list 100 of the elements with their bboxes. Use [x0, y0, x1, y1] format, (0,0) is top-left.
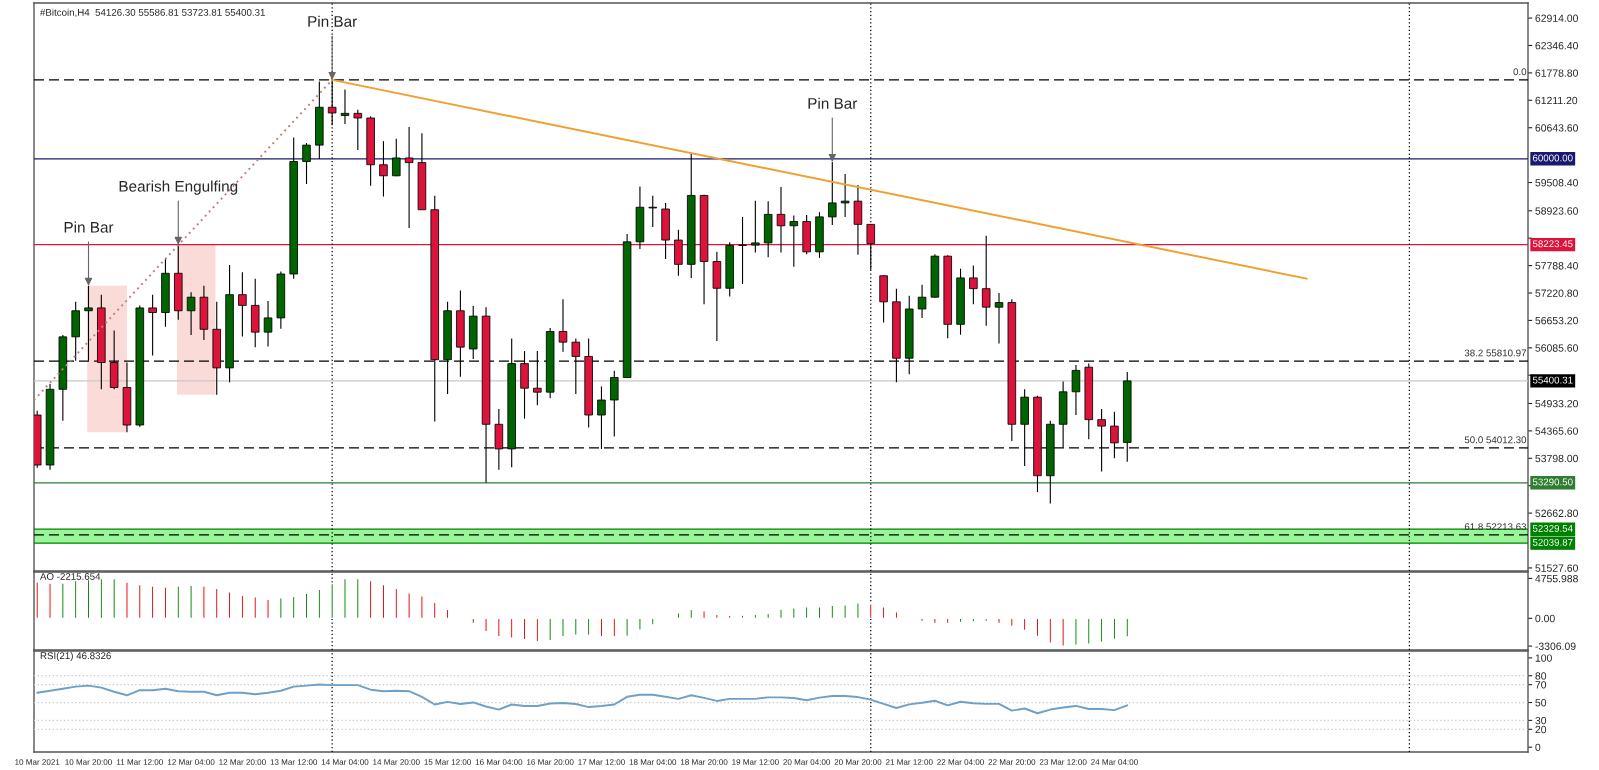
- ref-line-label: 55400.31: [1532, 376, 1573, 384]
- bar: [266, 598, 270, 620]
- bar: [355, 577, 360, 620]
- bar: [548, 617, 553, 642]
- x-tick-label: 22 Mar 04:00: [937, 759, 984, 765]
- bar: [35, 581, 40, 620]
- bar: [868, 603, 873, 620]
- x-tick-label: 12 Mar 04:00: [167, 759, 215, 765]
- bar: [343, 577, 347, 620]
- bar: [407, 592, 411, 620]
- x-tick-label: 18 Mar 04:00: [629, 759, 677, 765]
- y-tick-label: 61211.20: [1535, 96, 1578, 105]
- y-tick-label: 80: [1535, 672, 1547, 680]
- y-tick-label: 56085.60: [1535, 344, 1578, 352]
- y-tick-label: 56653.20: [1535, 316, 1578, 325]
- bar: [497, 617, 501, 638]
- y-tick-label: 60643.60: [1535, 124, 1578, 132]
- bar: [112, 577, 116, 620]
- x-tick-label: 15 Mar 12:00: [424, 759, 471, 765]
- bar: [99, 577, 104, 620]
- bar: [73, 579, 78, 620]
- candlestick: [828, 161, 837, 226]
- x-tick-label: 22 Mar 20:00: [988, 759, 1036, 765]
- bar: [625, 617, 629, 638]
- annotation: Pin Bar: [808, 97, 858, 109]
- y-tick-label: 62346.40: [1535, 41, 1578, 50]
- ref-line-label: 38.2 55810.97: [1464, 349, 1527, 357]
- candlestick: [751, 200, 760, 254]
- bar: [125, 581, 129, 620]
- y-tick-label: 53798.00: [1535, 454, 1578, 463]
- bar: [650, 617, 655, 626]
- candlestick: [558, 298, 568, 353]
- candlestick: [263, 300, 273, 348]
- x-tick-label: 19 Mar 12:00: [732, 759, 779, 765]
- bar: [394, 587, 399, 620]
- bar: [971, 617, 976, 623]
- bar: [1009, 617, 1014, 628]
- bar: [61, 582, 65, 620]
- bar: [535, 617, 540, 643]
- bar: [1125, 617, 1130, 638]
- bar: [612, 617, 617, 638]
- bar: [1061, 617, 1065, 647]
- y-tick-label: 57788.40: [1535, 262, 1578, 270]
- x-tick-label: 10 Mar 2021: [15, 759, 60, 765]
- y-tick-label: 62914.00: [1535, 14, 1578, 22]
- bar: [189, 584, 193, 620]
- x-tick-label: 24 Mar 04:00: [1091, 759, 1138, 765]
- ref-line-label: 50.0 54012.30: [1464, 436, 1527, 444]
- candlestick: [302, 142, 311, 185]
- candlestick: [148, 294, 157, 356]
- ref-line-label: 52329.54: [1532, 524, 1573, 532]
- x-tick-label: 12 Mar 20:00: [219, 759, 266, 765]
- x-tick-label: 16 Mar 20:00: [527, 759, 574, 765]
- bar: [214, 587, 219, 620]
- x-tick-label: 13 Mar 12:00: [270, 759, 318, 765]
- y-tick-label: 20: [1535, 725, 1547, 734]
- bar: [330, 582, 335, 620]
- ref-line-label: 52039.87: [1532, 538, 1573, 546]
- line-series: [36, 683, 1129, 715]
- bar: [779, 608, 783, 620]
- bar: [202, 585, 206, 620]
- bar: [856, 601, 860, 620]
- bar: [1048, 617, 1053, 644]
- bar: [997, 617, 1001, 625]
- candlestick: [392, 138, 401, 177]
- bar: [984, 617, 989, 623]
- y-tick-label: 54933.20: [1535, 399, 1578, 408]
- bar: [573, 617, 578, 636]
- candlestick: [994, 292, 1004, 345]
- bar: [291, 595, 296, 620]
- x-tick-label: 10 Mar 20:00: [65, 759, 112, 765]
- candlestick: [353, 109, 363, 151]
- bar: [1022, 617, 1027, 632]
- y-tick-label: 4755.988: [1535, 574, 1578, 583]
- x-tick-label: 11 Mar 12:00: [116, 759, 163, 765]
- candlestick: [340, 88, 350, 125]
- chart-title: AO -2215.654: [40, 573, 101, 580]
- bar: [715, 613, 719, 620]
- bar: [791, 607, 796, 620]
- bar: [471, 617, 476, 625]
- x-tick-label: 16 Mar 04:00: [475, 759, 523, 765]
- candlestick: [186, 291, 196, 336]
- bar: [432, 601, 437, 620]
- bar: [766, 612, 771, 620]
- y-tick-label: -3306.09: [1535, 642, 1576, 650]
- bar: [1074, 617, 1078, 646]
- bar: [945, 617, 950, 625]
- ref-line-label: 53290.50: [1532, 478, 1573, 486]
- bar: [689, 608, 694, 620]
- candlestick: [738, 216, 747, 285]
- bar: [702, 610, 706, 620]
- text: #Bitcoin,H4 54126.30 55586.81 53723.81 55400.31: [40, 8, 265, 17]
- y-tick-label: 0: [1535, 743, 1541, 752]
- x-tick-label: 20 Mar 04:00: [783, 759, 831, 765]
- y-tick-label: 51527.60: [1535, 564, 1578, 572]
- candlestick: [917, 284, 927, 319]
- y-tick-label: 61778.80: [1535, 69, 1578, 77]
- y-tick-label: 58923.60: [1535, 207, 1578, 215]
- x-tick-label: 21 Mar 12:00: [885, 759, 933, 765]
- y-tick-label: 70: [1535, 681, 1547, 689]
